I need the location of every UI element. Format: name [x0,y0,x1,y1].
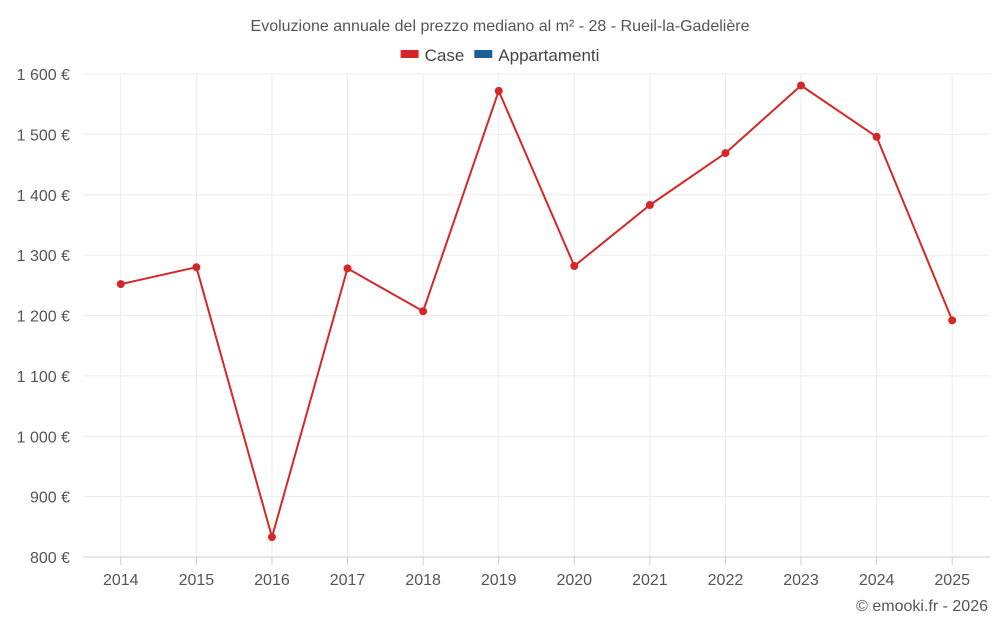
data-point[interactable] [645,201,654,210]
x-tick-label: 2017 [330,572,366,589]
y-tick-label: 900 € [30,490,70,507]
legend[interactable]: Case Appartamenti [400,46,600,65]
data-point[interactable] [797,81,806,90]
legend-swatch [474,50,493,58]
x-tick-label: 2025 [934,572,970,589]
legend-item-appartamenti[interactable]: Appartamenti [474,46,599,65]
data-point[interactable] [116,280,125,289]
x-tick-label: 2018 [405,572,441,589]
x-tick-label: 2023 [783,572,819,589]
data-point[interactable] [872,132,881,141]
series-line-case [120,84,954,539]
data-point[interactable] [948,316,957,325]
y-tick-label: 1 400 € [17,188,70,205]
chart-title: Evoluzione annuale del prezzo mediano al… [251,18,750,35]
x-tick-label: 2016 [254,572,290,589]
y-tick-label: 1 000 € [17,429,70,446]
data-point[interactable] [192,263,201,272]
y-axis: 800 € 900 € 1 000 € 1 100 € 1 200 € 1 300 € 1 … [17,67,70,567]
credit-text: © emooki.fr - 2026 [856,598,988,615]
x-tick-label: 2024 [859,572,895,589]
legend-item-case[interactable]: Case [400,46,465,65]
x-axis: 2014 2015 2016 2017 2018 2019 2020 2021 2022 2023… [83,556,990,589]
y-tick-label: 1 300 € [17,248,70,265]
x-tick-label: 2015 [179,572,215,589]
data-point[interactable] [570,261,579,270]
y-tick-label: 1 100 € [17,369,70,386]
x-tick-label: 2020 [556,572,592,589]
data-point[interactable] [343,264,352,273]
data-point[interactable] [494,86,503,95]
data-point[interactable] [721,149,730,158]
grid [83,73,990,558]
legend-swatch [400,50,419,58]
x-tick-label: 2014 [103,572,139,589]
x-tick-label: 2019 [481,572,517,589]
y-tick-label: 1 600 € [17,67,70,84]
x-tick-label: 2022 [708,572,744,589]
y-tick-label: 1 200 € [17,309,70,326]
data-point[interactable] [267,533,276,542]
series-layer [116,81,957,542]
legend-label: Case [425,46,465,65]
x-tick-label: 2021 [632,572,668,589]
legend-label: Appartamenti [498,46,599,65]
y-tick-label: 800 € [30,550,70,567]
y-tick-label: 1 500 € [17,127,70,144]
data-point[interactable] [419,307,428,316]
